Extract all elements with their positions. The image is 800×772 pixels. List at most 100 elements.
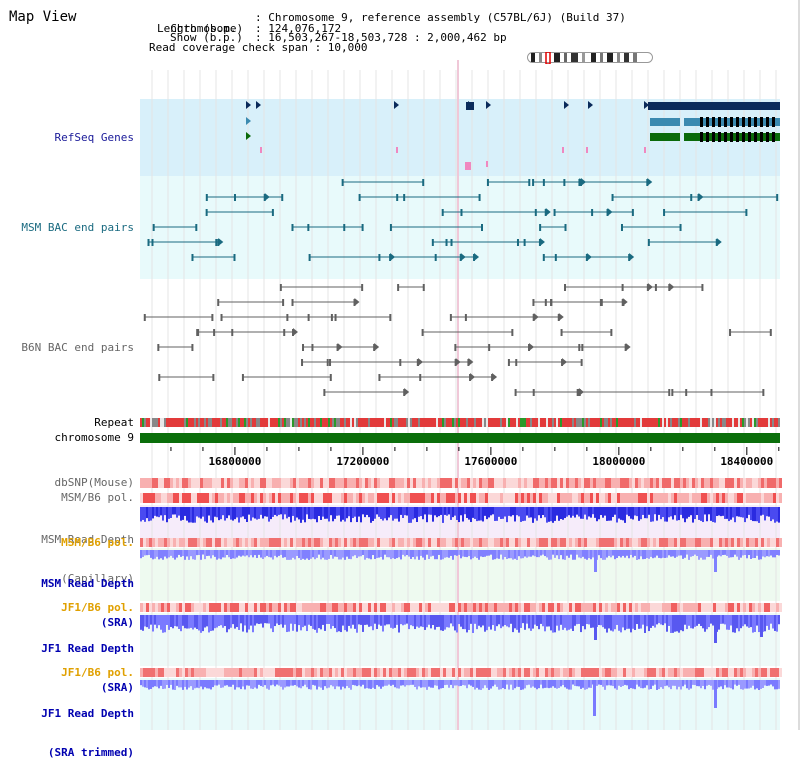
depth-bar	[412, 680, 414, 685]
heat-cell	[143, 538, 146, 547]
depth-bar	[406, 507, 408, 516]
heat-cell	[764, 478, 767, 488]
depth-bar	[214, 615, 216, 629]
heat-cell	[764, 538, 767, 547]
heat-cell	[167, 668, 170, 677]
depth-bar	[256, 680, 258, 689]
gene-mark	[486, 161, 488, 167]
repeat-segment	[676, 418, 678, 427]
depth-bar	[146, 680, 148, 688]
bac-end	[620, 224, 623, 231]
heat-cell	[392, 668, 395, 677]
depth-bar	[186, 680, 188, 690]
repeat-segment	[506, 418, 508, 427]
depth-bar	[150, 507, 152, 521]
heat-cell	[275, 538, 278, 547]
exon	[700, 132, 703, 142]
bac-end	[441, 209, 444, 216]
heat-cell	[218, 478, 221, 488]
depth-bar	[754, 507, 756, 522]
depth-bar	[640, 550, 642, 557]
heat-cell	[314, 603, 317, 612]
depth-bar	[186, 550, 188, 557]
repeat-segment	[736, 418, 738, 427]
label-msm-read-depth-cap[interactable]: MSM Read Depth (Capillary)	[41, 507, 134, 598]
heat-cell	[554, 668, 557, 677]
depth-bar	[316, 550, 318, 558]
repeat-segment	[528, 418, 530, 427]
heat-cell	[491, 478, 494, 488]
genome-map-canvas[interactable]: 16800000 17200000 17600000 18000000 18400000	[0, 0, 800, 730]
heat-cell	[152, 478, 155, 488]
depth-bar	[394, 507, 396, 519]
depth-bar	[770, 507, 772, 522]
heat-cell	[464, 478, 467, 488]
heat-cell	[671, 538, 674, 547]
depth-spike	[760, 615, 763, 637]
heat-cell	[623, 538, 626, 547]
heat-cell	[680, 493, 683, 503]
bac-end	[191, 344, 194, 351]
label-refseq-genes[interactable]: RefSeq Genes	[54, 131, 134, 144]
heat-cell	[470, 538, 473, 547]
heat-cell	[149, 538, 152, 547]
repeat-segment	[176, 418, 178, 427]
heat-cell	[395, 603, 398, 612]
repeat-segment	[290, 418, 292, 427]
depth-bar	[144, 615, 146, 627]
label-msm-b6-pol[interactable]: MSM/B6 pol.	[61, 491, 134, 504]
heat-cell	[713, 668, 716, 677]
heat-cell	[305, 478, 308, 488]
heat-cell	[575, 538, 578, 547]
depth-bar	[294, 550, 296, 560]
heat-cell	[242, 493, 245, 503]
heat-cell	[725, 478, 728, 488]
depth-bar	[310, 615, 312, 626]
heat-cell	[374, 538, 377, 547]
label-repeat[interactable]: Repeat	[94, 416, 134, 429]
heat-cell	[701, 538, 704, 547]
depth-bar	[606, 550, 608, 558]
repeat-segment	[310, 418, 312, 427]
heat-cell	[485, 493, 488, 503]
depth-bar	[274, 550, 276, 556]
heat-cell	[638, 603, 641, 612]
label-jf1-b6-pol[interactable]: JF1/B6 pol.	[61, 601, 134, 614]
depth-bar	[692, 550, 694, 557]
label-jf1-b6-pol-2[interactable]: JF1/B6 pol.	[61, 666, 134, 679]
heat-cell	[200, 538, 203, 547]
heat-cell	[260, 478, 263, 488]
depth-bar	[266, 507, 268, 517]
heat-cell	[584, 668, 587, 677]
label-dbsnp[interactable]: dbSNP(Mouse)	[54, 476, 134, 489]
depth-bar	[356, 680, 358, 687]
label-msm-read-depth-sra[interactable]: MSM Read Depth (SRA)	[41, 551, 134, 642]
depth-bar	[672, 680, 674, 686]
depth-bar	[644, 680, 646, 688]
gene-block	[466, 102, 474, 110]
label-msm-b6-pol-2[interactable]: MSM/B6 pol.	[61, 536, 134, 549]
chromosome-ideogram[interactable]	[527, 52, 657, 64]
heat-cell	[635, 603, 638, 612]
depth-bar	[722, 550, 724, 556]
depth-bar	[694, 680, 696, 686]
depth-bar	[308, 507, 310, 519]
heat-cell	[761, 603, 764, 612]
label-jf1-read-depth-sra[interactable]: JF1 Read Depth (SRA)	[41, 616, 134, 707]
label-chromosome[interactable]: chromosome 9	[54, 431, 134, 444]
repeat-segment	[642, 418, 644, 427]
heat-cell	[581, 668, 584, 677]
label-b6n-bac-end-pairs[interactable]: B6N BAC end pairs	[21, 341, 134, 354]
repeat-segment	[318, 418, 320, 427]
depth-bar	[202, 507, 204, 517]
label-msm-bac-end-pairs[interactable]: MSM BAC end pairs	[21, 221, 134, 234]
heat-cell	[434, 478, 437, 488]
heat-cell	[581, 603, 584, 612]
repeat-segment	[744, 418, 746, 427]
depth-bar	[692, 615, 694, 629]
depth-bar	[706, 615, 708, 630]
depth-bar	[636, 550, 638, 560]
heat-cell	[146, 478, 149, 488]
heat-cell	[728, 538, 731, 547]
depth-bar	[634, 615, 636, 631]
